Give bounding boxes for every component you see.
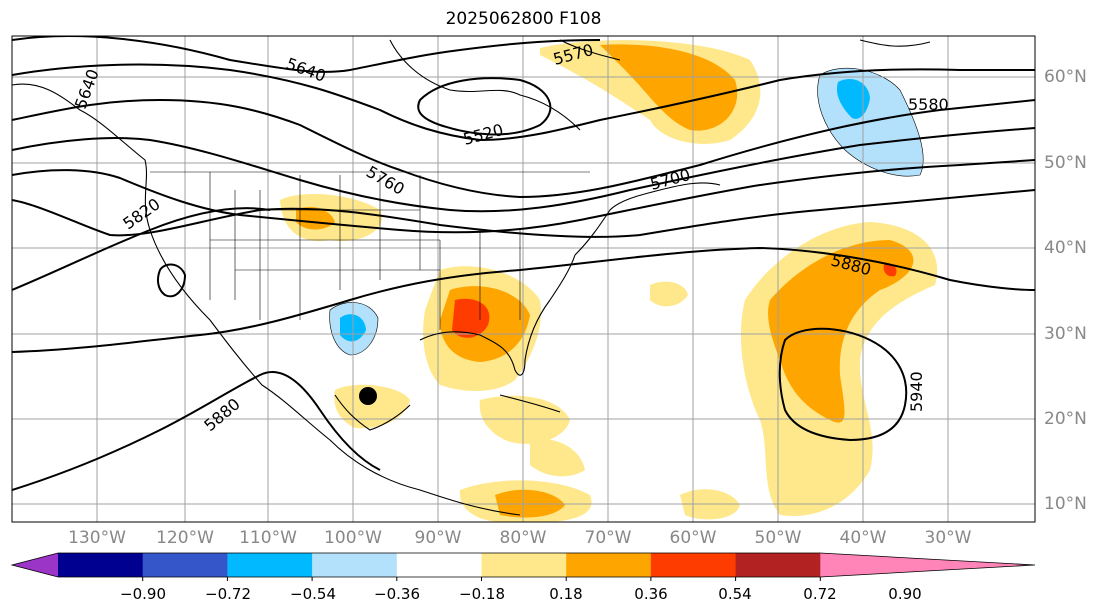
colorbar-segment [735,553,821,577]
colorbar-tick-label: −0.36 [374,585,420,603]
lon-label: 60°W [669,528,717,548]
graticule [12,36,1035,522]
colorbar-extend-max [820,553,1035,577]
colorbar-segment [227,553,313,577]
colorbar-segment [396,553,482,577]
lon-label: 30°W [924,528,972,548]
lon-label: 40°W [839,528,887,548]
state-borders [150,171,590,330]
colorbar-tick-label: 0.90 [888,585,922,603]
coastlines [12,39,931,516]
lat-label: 20°N [1044,409,1087,429]
colorbar-segment [312,553,398,577]
lon-label: 130°W [68,528,126,548]
colorbar-extend-min [12,553,58,577]
colorbar-tick-label: 0.18 [549,585,583,603]
colorbar-tick-label: −0.54 [290,585,336,603]
colorbar [10,552,1036,581]
lat-label: 10°N [1044,494,1087,514]
lat-label: 60°N [1044,67,1087,87]
lon-label: 100°W [324,528,382,548]
positive-anomaly-regions [280,40,938,522]
colorbar-tick-label: 0.54 [718,585,752,603]
lon-label: 70°W [584,528,632,548]
colorbar-tick-label: 0.36 [634,585,668,603]
lat-label: 30°N [1044,324,1087,344]
colorbar-segment [566,553,652,577]
map-frame [11,35,1036,523]
map-title: 2025062800 F108 [445,9,602,29]
lon-label: 50°W [754,528,802,548]
colorbar-tick-label: −0.90 [120,585,166,603]
lat-label: 40°N [1044,238,1087,258]
colorbar-segment [481,553,567,577]
colorbar-tick-label: −0.72 [205,585,251,603]
lon-label: 110°W [239,528,297,548]
negative-anomaly-regions [329,68,924,356]
colorbar-tick-label: 0.72 [803,585,837,603]
colorbar-tick-label: −0.18 [459,585,505,603]
colorbar-segment [142,553,228,577]
lon-label: 80°W [499,528,547,548]
location-marker [359,387,377,405]
lon-label: 120°W [156,528,214,548]
contour-label: 5940 [907,371,926,412]
lat-label: 50°N [1044,153,1087,173]
height-contours [12,36,1035,491]
colorbar-segment [58,553,144,577]
contour-label: 5580 [908,95,949,114]
colorbar-segment [650,553,737,577]
lon-label: 90°W [414,528,462,548]
colorbar-outline [10,552,1036,578]
